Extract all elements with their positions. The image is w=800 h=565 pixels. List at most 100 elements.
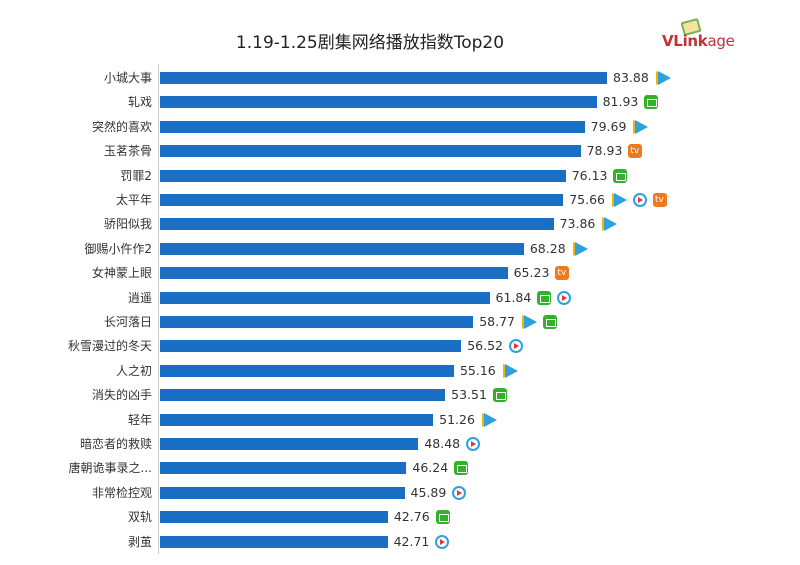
bar	[160, 267, 508, 280]
data-label: 75.66	[569, 192, 605, 207]
value-group: 58.77	[479, 312, 557, 332]
value-group: 73.86	[560, 214, 618, 234]
bar	[160, 120, 585, 133]
y-axis-line	[158, 64, 159, 554]
data-label: 46.24	[412, 460, 449, 476]
value-group: 83.88	[613, 68, 671, 88]
category-label: 太平年	[115, 193, 152, 207]
bar-row: 非常检控观 45.89	[0, 483, 800, 503]
bar-row: 双轨 42.76	[0, 507, 800, 527]
category-label: 秋雪漫过的冬天	[67, 339, 152, 354]
data-label: 61.84	[495, 289, 532, 305]
value-group: 81.93	[603, 92, 659, 112]
iqiyi-icon	[542, 315, 557, 329]
value-group: 42.76	[394, 507, 450, 527]
tencent-icon	[523, 315, 537, 329]
category-label: 骄阳似我	[103, 217, 152, 232]
category-label: 罚罪2	[120, 168, 152, 183]
youku-icon	[557, 290, 572, 305]
data-label: 48.48	[424, 436, 461, 451]
bar	[160, 535, 388, 548]
chart-title: 1.19-1.25剧集网络播放指数Top20	[235, 33, 505, 53]
value-group: 76.13	[572, 166, 628, 186]
bar-row: 罚罪2 76.13	[0, 166, 800, 186]
category-label: 御赐小仵作2	[84, 241, 152, 256]
value-group: 78.93	[587, 141, 643, 161]
data-label: 53.51	[451, 387, 487, 403]
youku-icon	[435, 534, 450, 549]
category-label: 人之初	[115, 363, 152, 378]
bar	[160, 389, 446, 402]
category-label: 剥茧	[127, 534, 152, 549]
iqiyi-icon	[492, 388, 507, 403]
bar	[160, 169, 566, 182]
category-label: 非常检控观	[91, 485, 152, 500]
bar	[160, 462, 407, 475]
bar-row: 御赐小仵作2 68.28	[0, 239, 800, 259]
bar	[160, 242, 524, 255]
category-label: 双轨	[127, 510, 152, 525]
iqiyi-icon	[537, 290, 552, 305]
bar	[160, 413, 434, 426]
bar-row: 剥茧 42.71	[0, 532, 800, 552]
mango-icon	[652, 193, 667, 207]
value-group: 53.51	[451, 385, 507, 405]
bar	[160, 486, 405, 499]
tencent-icon	[635, 119, 649, 134]
value-group: 55.16	[460, 361, 518, 381]
youku-icon	[466, 437, 481, 451]
category-label: 消失的凶手	[91, 388, 152, 403]
bar	[160, 364, 454, 377]
mango-icon	[555, 266, 570, 281]
data-label: 78.93	[586, 143, 623, 159]
bar-row: 小城大事 83.88	[0, 68, 800, 88]
data-label: 55.16	[459, 362, 496, 378]
category-label: 轧戏	[127, 95, 152, 110]
bar	[160, 72, 607, 84]
tencent-icon	[574, 241, 588, 256]
bar-row: 突然的喜欢 79.69	[0, 117, 800, 137]
bar	[160, 340, 462, 353]
value-group: 61.84	[496, 288, 572, 308]
bar-row: 女神蒙上眼 65.23	[0, 263, 800, 283]
value-group: 68.28	[530, 239, 588, 259]
bar-row: 太平年 75.66	[0, 190, 800, 210]
bar-row: 玉茗茶骨 78.93	[0, 141, 800, 161]
category-label: 逍遥	[127, 290, 152, 305]
bar-row: 暗恋者的救赎 48.48	[0, 434, 800, 454]
category-label: 唐朝诡事录之...	[68, 461, 152, 476]
tencent-icon	[613, 193, 627, 207]
iqiyi-icon	[644, 95, 659, 110]
vlinkage-logo: VLinkage	[662, 17, 742, 50]
data-label: 65.23	[513, 265, 550, 281]
tencent-icon	[604, 217, 618, 232]
bar	[160, 194, 564, 206]
iqiyi-icon	[454, 461, 469, 476]
data-label: 45.89	[410, 484, 447, 500]
bar	[160, 145, 581, 158]
bar-row: 长河落日 58.77	[0, 312, 800, 332]
bar-row: 轧戏 81.93	[0, 92, 800, 112]
data-label: 51.26	[439, 411, 475, 427]
iqiyi-icon	[435, 510, 450, 525]
data-label: 68.28	[529, 240, 566, 256]
bar	[160, 96, 597, 109]
youku-icon	[508, 339, 523, 354]
bar	[160, 511, 388, 524]
value-group: 46.24	[412, 458, 469, 478]
category-label: 轻年	[127, 412, 152, 427]
bar-row: 骄阳似我 73.86	[0, 214, 800, 234]
data-label: 42.76	[393, 509, 430, 525]
category-label: 暗恋者的救赎	[79, 437, 152, 451]
bar	[160, 316, 474, 328]
tencent-icon	[483, 412, 497, 427]
value-group: 65.23	[514, 263, 570, 283]
tencent-icon	[657, 71, 671, 85]
category-label: 玉茗茶骨	[103, 144, 152, 159]
iqiyi-icon	[613, 168, 628, 183]
youku-icon	[452, 485, 467, 500]
category-label: 女神蒙上眼	[91, 266, 152, 281]
bar	[160, 291, 490, 304]
value-group: 79.69	[591, 117, 649, 137]
bar	[160, 438, 419, 450]
